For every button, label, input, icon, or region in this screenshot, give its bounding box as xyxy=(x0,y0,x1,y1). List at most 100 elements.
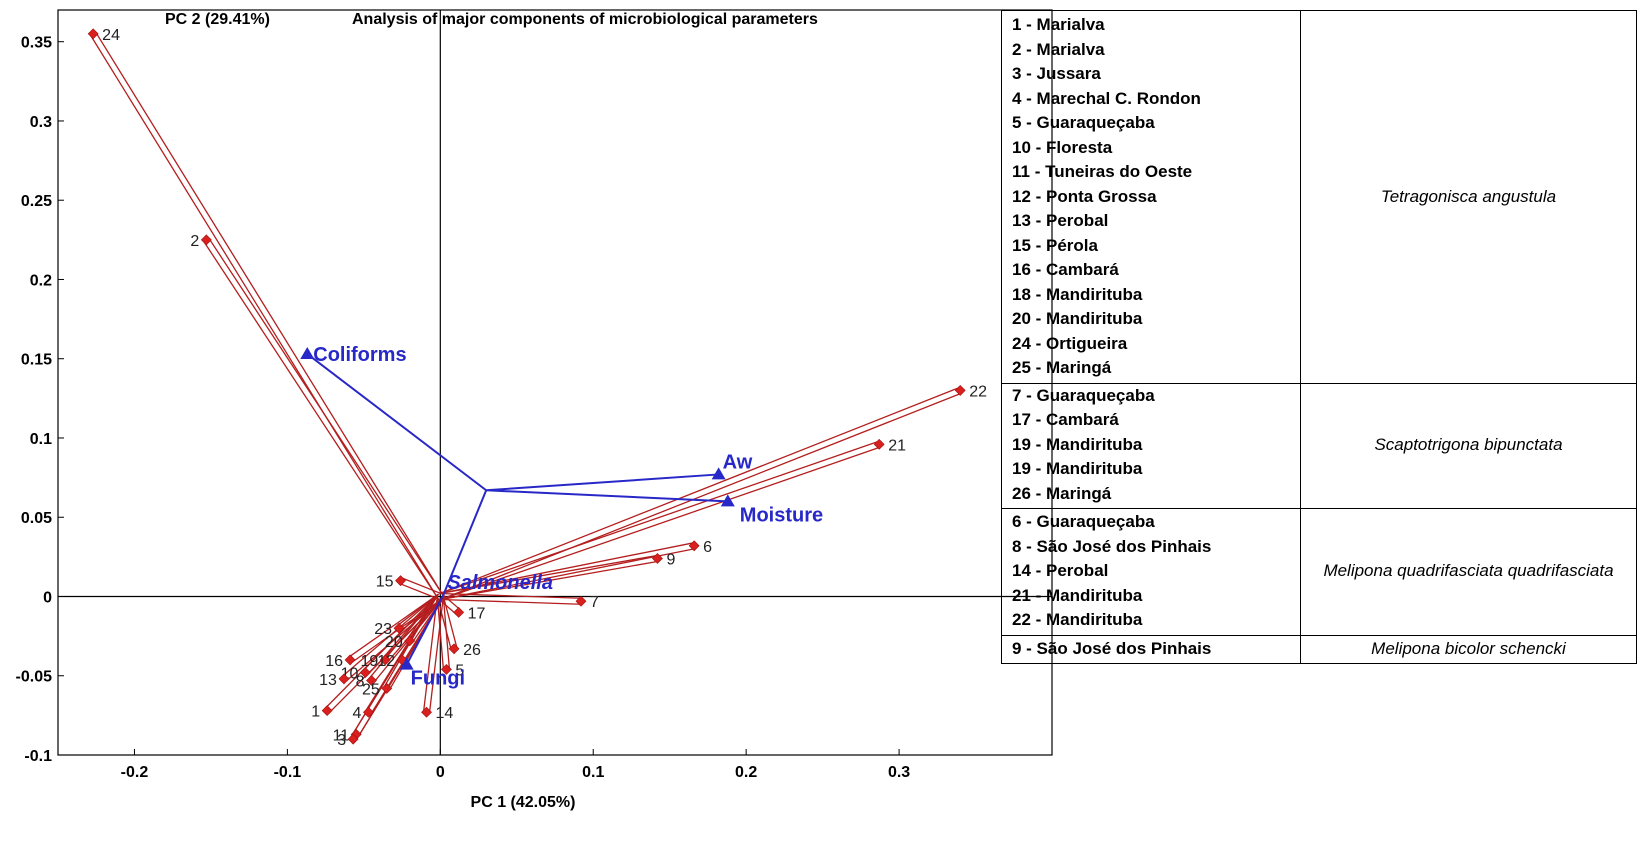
legend-site-item: 26 - Maringá xyxy=(1012,483,1112,503)
sample-point-marker xyxy=(395,575,406,587)
legend-site-item: 24 - Ortigueira xyxy=(1012,333,1128,353)
point-ray xyxy=(203,241,439,599)
point-ray xyxy=(436,596,445,670)
chart-title: Analysis of major components of microbio… xyxy=(352,11,818,28)
legend-group: 7 - Guaraqueçaba 17 - Cambará 19 - Mandiri… xyxy=(1001,381,1637,509)
variable-label: Aw xyxy=(723,451,753,473)
y-tick-label: 0.1 xyxy=(30,431,52,448)
point-ray xyxy=(440,598,581,605)
point-ray xyxy=(442,596,451,670)
point-ray xyxy=(440,548,695,601)
x-tick-label: 0.1 xyxy=(582,764,604,781)
x-tick-label: 0 xyxy=(436,764,445,781)
y-tick-label: 0.25 xyxy=(21,193,52,210)
sample-point-label: 19 xyxy=(360,653,378,670)
point-ray xyxy=(95,31,444,596)
sample-point-label: 9 xyxy=(666,551,675,568)
y-tick-label: 0.35 xyxy=(21,35,52,52)
y-tick-label: -0.1 xyxy=(24,748,52,765)
sample-point-marker xyxy=(393,622,405,634)
point-ray xyxy=(422,596,438,712)
sample-point-label: 21 xyxy=(888,437,906,454)
point-ray xyxy=(439,440,879,595)
variable-label: Salmonella xyxy=(447,572,553,594)
x-axis-title: PC 1 (42.05%) xyxy=(471,794,576,811)
legend-site-item: 14 - Perobal xyxy=(1012,561,1109,580)
variable-marker xyxy=(720,494,735,507)
sample-point-marker xyxy=(652,553,663,564)
x-tick-label: -0.1 xyxy=(274,764,302,781)
sample-point-marker xyxy=(366,675,377,686)
sample-point-label: 15 xyxy=(376,574,394,591)
sample-point-marker xyxy=(347,733,359,745)
legend-site-item: 20 - Mandirituba xyxy=(1012,309,1143,328)
sample-point-label: 2 xyxy=(190,233,199,250)
legend-site-list: 6 - Guaraqueçaba 8 - São José dos Pinhais… xyxy=(1001,508,1301,635)
sample-point-marker xyxy=(575,595,587,607)
point-ray xyxy=(440,560,659,601)
sample-point-marker xyxy=(421,706,432,718)
sample-point-marker xyxy=(381,683,393,694)
variable-marker xyxy=(399,657,414,670)
point-ray xyxy=(440,592,582,599)
sample-point-label: 6 xyxy=(703,539,712,556)
point-ray xyxy=(368,594,439,680)
legend-site-item: 13 - Perobal xyxy=(1012,211,1109,230)
legend-site-item: 5 - Guaraqueçaba xyxy=(1012,113,1155,132)
sample-point-label: 5 xyxy=(455,662,464,679)
legend-site-item: 16 - Cambará xyxy=(1012,260,1119,279)
legend-site-item: 17 - Cambará xyxy=(1012,410,1119,429)
sample-point-label: 25 xyxy=(362,681,380,698)
point-ray xyxy=(347,593,439,658)
sample-point-marker xyxy=(200,234,212,246)
sample-point-label: 14 xyxy=(436,705,454,722)
y-tick-label: 0 xyxy=(43,589,52,606)
point-ray xyxy=(441,446,881,600)
legend-site-item: 1 - Marialva xyxy=(1012,15,1105,34)
legend-site-item: 11 - Tuneiras do Oeste xyxy=(1012,162,1193,181)
point-ray xyxy=(208,237,444,596)
y-axis-title: PC 2 (29.41%) xyxy=(165,11,270,28)
point-ray xyxy=(428,596,444,713)
point-ray xyxy=(90,35,439,599)
variable-marker xyxy=(300,346,315,359)
point-ray xyxy=(442,595,458,649)
point-ray xyxy=(438,387,960,595)
sample-point-label: 17 xyxy=(468,605,486,622)
sample-point-marker xyxy=(363,706,374,718)
site-species-legend: 1 - Marialva 2 - Marialva 3 - Jussara 4 - M… xyxy=(1001,10,1637,682)
legend-site-item: 6 - Guaraqueçaba xyxy=(1012,512,1155,531)
sample-point-marker xyxy=(338,673,350,685)
legend-site-list: 7 - Guaraqueçaba 17 - Cambará 19 - Mandiri… xyxy=(1001,381,1301,508)
legend-site-item: 21 - Mandirituba xyxy=(1012,585,1143,605)
variable-marker xyxy=(711,467,726,480)
variable-label: Fungi xyxy=(411,668,465,690)
point-ray xyxy=(439,542,694,595)
point-ray xyxy=(436,597,452,650)
legend-site-item: 15 - Pérola xyxy=(1012,235,1098,255)
legend-site-item: 19 - Mandirituba xyxy=(1012,434,1143,454)
y-tick-label: 0.15 xyxy=(21,352,52,369)
sample-point-marker xyxy=(688,540,700,552)
sample-point-label: 4 xyxy=(353,705,362,722)
variable-label: Moisture xyxy=(740,504,823,526)
legend-site-item: 9 - São José dos Pinhais xyxy=(1012,638,1212,658)
sample-point-label: 22 xyxy=(969,383,987,400)
sample-point-label: 26 xyxy=(463,642,481,659)
variable-label: Coliforms xyxy=(313,344,406,366)
sample-point-label: 20 xyxy=(385,634,403,651)
x-tick-label: 0.3 xyxy=(888,764,910,781)
legend-site-item: 8 - São José dos Pinhais xyxy=(1012,536,1212,556)
legend-site-item: 4 - Marechal C. Rondon xyxy=(1012,88,1201,108)
sample-point-marker xyxy=(321,705,333,717)
plot-frame xyxy=(57,9,1053,756)
y-tick-label: 0.05 xyxy=(21,510,52,527)
sample-point-label: 23 xyxy=(374,621,392,638)
legend-site-item: 18 - Mandirituba xyxy=(1012,284,1143,304)
legend-site-item: 3 - Jussara xyxy=(1012,64,1101,83)
legend-site-item: 7 - Guaraqueçaba xyxy=(1012,385,1155,405)
point-ray xyxy=(439,554,658,595)
sample-point-label: 16 xyxy=(325,653,343,670)
legend-species-name: Melipona quadrifasciata quadrifasciata xyxy=(1301,508,1637,635)
legend-group: 6 - Guaraqueçaba 8 - São José dos Pinhais… xyxy=(1001,508,1637,636)
